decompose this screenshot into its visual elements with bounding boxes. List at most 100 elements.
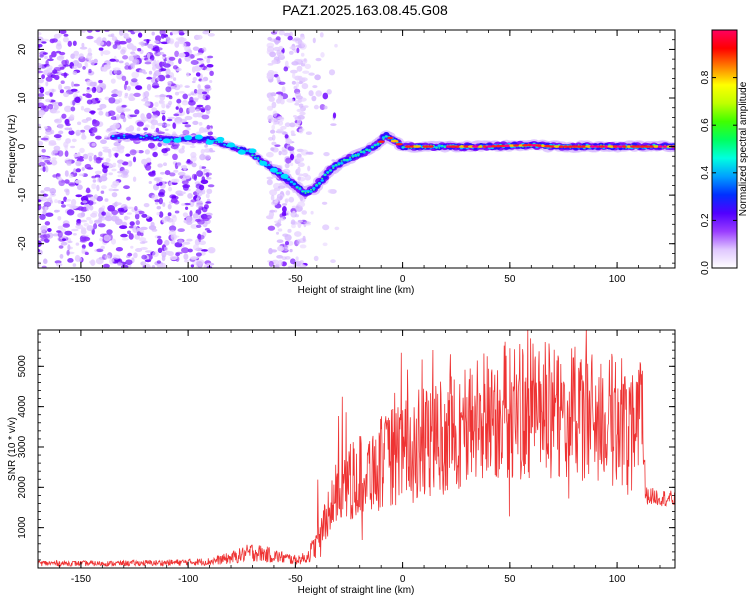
noise-speckle <box>295 81 299 88</box>
noise-speckle <box>90 132 95 137</box>
noise-speckle <box>177 171 186 176</box>
noise-speckle <box>41 74 45 79</box>
trace-blob-bright <box>248 148 257 154</box>
noise-speckle <box>86 87 90 90</box>
trace-blob <box>371 146 374 149</box>
noise-speckle <box>195 203 203 208</box>
trace-blob <box>303 190 308 193</box>
noise-speckle <box>271 141 277 146</box>
noise-speckle <box>209 70 214 77</box>
trace-blob <box>374 144 377 147</box>
noise-speckle <box>127 30 132 33</box>
noise-speckle <box>131 71 140 79</box>
noise-speckle <box>199 64 204 68</box>
noise-speckle <box>167 203 172 210</box>
noise-speckle <box>143 203 150 208</box>
noise-speckle <box>143 127 149 131</box>
noise-speckle <box>124 65 130 70</box>
noise-speckle <box>86 54 93 61</box>
noise-speckle <box>38 78 44 84</box>
noise-speckle <box>313 104 319 110</box>
noise-speckle <box>178 91 185 94</box>
trace-blob <box>443 146 446 148</box>
noise-speckle <box>74 102 81 105</box>
trace-peak <box>387 136 394 140</box>
noise-speckle <box>77 184 83 191</box>
trace-blob <box>111 135 115 137</box>
trace-peak <box>503 144 512 147</box>
noise-speckle <box>116 145 125 150</box>
noise-speckle <box>80 105 85 111</box>
noise-speckle <box>88 260 95 264</box>
noise-speckle <box>152 65 156 71</box>
trace-blob <box>256 158 260 160</box>
noise-speckle <box>151 31 155 36</box>
noise-speckle <box>289 122 296 128</box>
noise-speckle <box>88 241 94 247</box>
noise-speckle <box>117 174 122 178</box>
noise-speckle <box>302 235 306 242</box>
trace-blob <box>135 133 141 138</box>
noise-speckle <box>196 58 204 61</box>
noise-speckle <box>38 31 42 36</box>
noise-speckle <box>189 145 196 149</box>
noise-speckle <box>76 62 83 69</box>
noise-speckle <box>104 254 111 260</box>
noise-speckle <box>53 74 60 81</box>
noise-speckle <box>315 90 323 97</box>
noise-speckle <box>204 144 209 148</box>
noise-speckle <box>82 200 88 204</box>
noise-speckle <box>58 179 65 187</box>
noise-speckle <box>111 238 116 245</box>
noise-speckle <box>283 66 289 72</box>
trace-peak <box>463 145 470 148</box>
noise-speckle <box>291 80 296 85</box>
noise-speckle <box>182 212 188 218</box>
spectrogram-y-tick-label: -10 <box>17 187 28 202</box>
noise-speckle <box>60 200 64 205</box>
noise-speckle <box>148 142 155 149</box>
snr-frame <box>37 329 676 569</box>
noise-speckle <box>155 35 162 42</box>
noise-speckle <box>285 241 289 246</box>
noise-speckle <box>81 30 86 33</box>
noise-speckle <box>312 37 316 44</box>
noise-speckle <box>38 204 42 211</box>
noise-speckle <box>192 213 199 219</box>
noise-speckle <box>122 55 129 60</box>
noise-speckle <box>173 113 180 117</box>
noise-speckle <box>297 162 305 167</box>
trace-blob <box>306 189 310 193</box>
noise-speckle <box>144 259 152 263</box>
trace-blob <box>381 136 386 139</box>
noise-speckle <box>186 72 190 77</box>
noise-speckle <box>96 40 105 46</box>
noise-speckle <box>68 174 74 178</box>
noise-speckle <box>121 104 127 108</box>
noise-speckle <box>168 56 176 61</box>
noise-speckle <box>279 216 286 221</box>
noise-speckle <box>172 153 178 160</box>
noise-speckle <box>40 137 49 141</box>
noise-speckle <box>38 70 44 74</box>
spectrogram-x-ticks: -150 -100 -50 0 50 100 <box>37 30 661 285</box>
noise-speckle <box>79 46 88 50</box>
noise-speckle <box>41 38 50 42</box>
noise-speckle <box>72 99 76 106</box>
noise-speckle <box>146 76 153 80</box>
noise-speckle <box>147 52 151 59</box>
noise-speckle <box>136 231 141 236</box>
noise-speckle <box>182 42 187 48</box>
noise-speckle <box>168 100 173 106</box>
noise-speckle <box>64 230 73 236</box>
noise-speckle <box>157 51 165 56</box>
noise-speckle <box>88 155 93 162</box>
noise-speckle <box>38 199 42 203</box>
noise-speckle <box>159 30 166 36</box>
trace-blob-bright <box>194 134 203 140</box>
trace-blob <box>318 183 321 185</box>
noise-speckle <box>101 211 106 216</box>
noise-speckle <box>81 167 85 171</box>
trace-blob <box>340 162 344 165</box>
noise-speckle <box>150 221 155 228</box>
